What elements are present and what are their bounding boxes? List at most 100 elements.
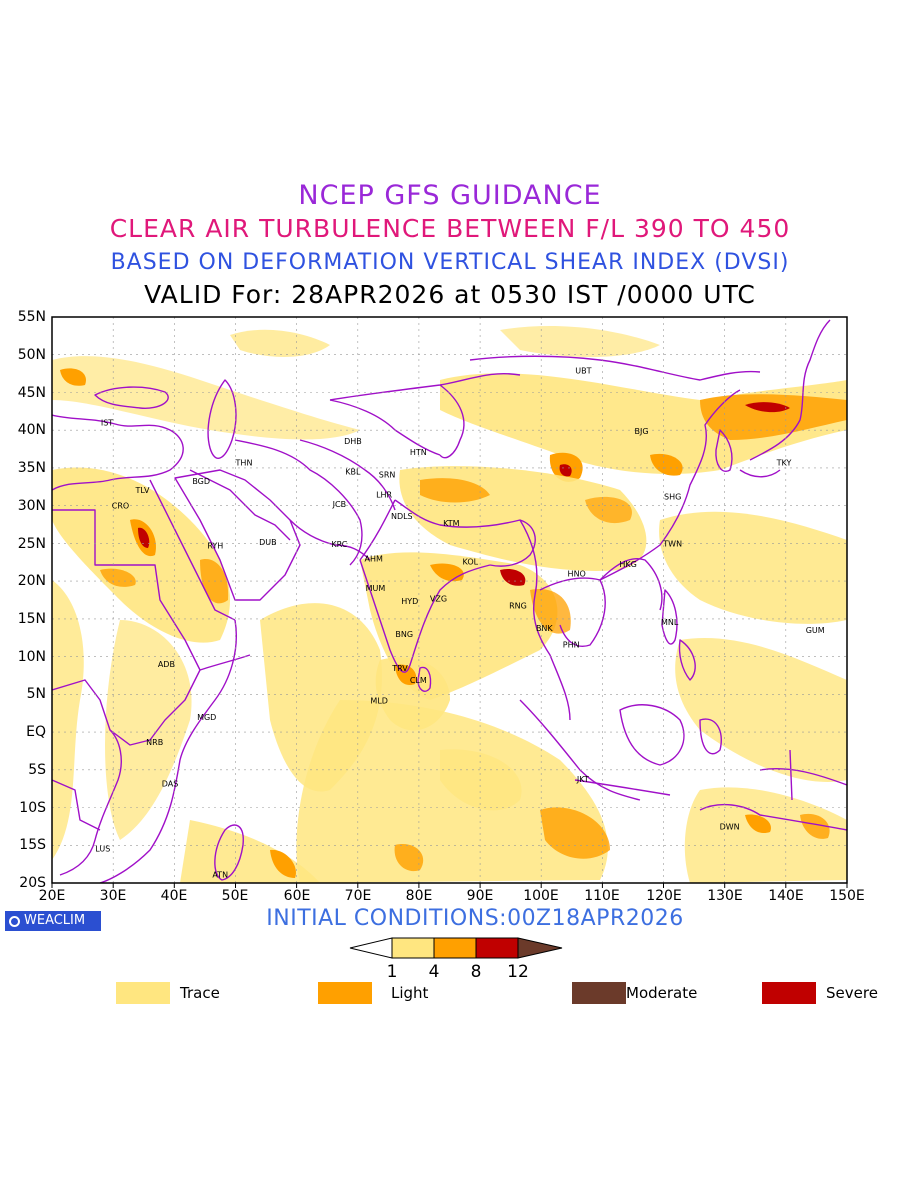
title-dvsi: BASED ON DEFORMATION VERTICAL SHEAR INDE… bbox=[110, 250, 790, 275]
city-label-tky: TKY bbox=[776, 459, 792, 468]
city-label-bng: BNG bbox=[395, 630, 413, 639]
city-label-shg: SHG bbox=[664, 493, 681, 502]
map-frame bbox=[51, 316, 848, 884]
city-label-adb: ADB bbox=[158, 660, 175, 669]
weaclim-badge[interactable]: WEACLIM bbox=[5, 911, 101, 931]
legend-swatch-severe bbox=[762, 982, 816, 1004]
city-label-rng: RNG bbox=[509, 601, 527, 610]
legend-swatch-light bbox=[318, 982, 372, 1004]
legend-label-moderate: Moderate bbox=[626, 984, 698, 1002]
city-label-phn: PHN bbox=[563, 641, 580, 650]
lat-label: 50N bbox=[17, 347, 46, 363]
lat-label: 10N bbox=[17, 649, 46, 665]
city-label-dub: DUB bbox=[259, 538, 277, 547]
city-label-das: DAS bbox=[162, 779, 179, 788]
city-label-lhr: LHR bbox=[376, 490, 392, 499]
lat-label: 40N bbox=[17, 422, 46, 438]
colorbar bbox=[349, 937, 563, 959]
city-label-kbl: KBL bbox=[345, 468, 361, 477]
lon-label: 60E bbox=[283, 888, 311, 904]
lat-label: 35N bbox=[17, 460, 46, 476]
lat-label: 25N bbox=[17, 536, 46, 552]
city-label-atn: ATN bbox=[212, 871, 228, 880]
lat-lon-grid bbox=[52, 317, 847, 883]
city-label-bgd: BGD bbox=[192, 477, 210, 486]
city-label-thn: THN bbox=[235, 459, 253, 468]
city-label-ahm: AHM bbox=[365, 555, 383, 564]
colorbar-light bbox=[433, 937, 477, 959]
lat-label: 5S bbox=[28, 762, 46, 778]
lon-label: 110E bbox=[584, 888, 620, 904]
lat-label: 20S bbox=[19, 875, 46, 891]
colorbar-tick: 8 bbox=[470, 962, 482, 982]
city-label-mgd: MGD bbox=[197, 713, 216, 722]
lon-label: 70E bbox=[344, 888, 372, 904]
legend-label-trace: Trace bbox=[180, 984, 220, 1002]
lon-label: 30E bbox=[99, 888, 127, 904]
city-labels: UBT BJG TKY SHG TWN HKG HNO MNL GUM BNK PHN RNG IST T… bbox=[95, 367, 824, 880]
legend-label-light: Light bbox=[391, 984, 429, 1002]
city-label-dhb: DHB bbox=[344, 437, 362, 446]
lat-label: 30N bbox=[17, 498, 46, 514]
city-label-bjg: BJG bbox=[634, 427, 648, 436]
lon-label: 20E bbox=[38, 888, 66, 904]
city-label-jcb: JCB bbox=[332, 500, 346, 509]
city-label-ktm: KTM bbox=[443, 519, 460, 528]
lat-label: 55N bbox=[17, 309, 46, 325]
badge-label: WEACLIM bbox=[24, 913, 86, 928]
title-valid-time: VALID For: 28APR2026 at 0530 IST /0000 U… bbox=[144, 280, 756, 309]
lat-label: 5N bbox=[26, 686, 46, 702]
lon-label: 40E bbox=[160, 888, 188, 904]
legend-swatch-moderate bbox=[572, 982, 626, 1004]
title-cat-levels: CLEAR AIR TURBULENCE BETWEEN F/L 390 TO … bbox=[109, 214, 791, 243]
city-label-gum: GUM bbox=[806, 626, 825, 635]
lon-label: 140E bbox=[768, 888, 804, 904]
lon-label: 120E bbox=[646, 888, 682, 904]
turbulence-map: UBT BJG TKY SHG TWN HKG HNO MNL GUM BNK PHN RNG IST T… bbox=[51, 316, 848, 888]
city-label-dwn: DWN bbox=[720, 822, 740, 831]
lon-label: 50E bbox=[221, 888, 249, 904]
colorbar-tick: 1 bbox=[386, 962, 398, 982]
country-boundaries bbox=[52, 319, 847, 883]
lon-label: 90E bbox=[466, 888, 494, 904]
city-label-htn: HTN bbox=[410, 448, 427, 457]
city-label-srn: SRN bbox=[379, 471, 396, 480]
lat-label: 20N bbox=[17, 573, 46, 589]
city-label-ndls: NDLS bbox=[391, 512, 413, 521]
city-label-nrb: NRB bbox=[146, 738, 163, 747]
lat-label: 15N bbox=[17, 611, 46, 627]
lat-label: 15S bbox=[19, 837, 46, 853]
lon-label: 150E bbox=[829, 888, 865, 904]
legend-swatch-trace bbox=[116, 982, 170, 1004]
lon-label: 80E bbox=[405, 888, 433, 904]
lon-label: 100E bbox=[523, 888, 559, 904]
city-label-ubt: UBT bbox=[575, 367, 591, 376]
city-label-twn: TWN bbox=[662, 539, 682, 548]
title-gfs-guidance: NCEP GFS GUIDANCE bbox=[298, 180, 602, 211]
city-label-tlv: TLV bbox=[135, 486, 150, 495]
city-label-clm: CLM bbox=[410, 676, 427, 685]
city-label-lus: LUS bbox=[95, 844, 110, 853]
city-label-kol: KOL bbox=[463, 558, 479, 567]
city-label-mum: MUM bbox=[366, 584, 386, 593]
city-label-ist: IST bbox=[101, 419, 113, 428]
city-label-vzg: VZG bbox=[430, 595, 447, 604]
city-label-krc: KRC bbox=[331, 540, 347, 549]
city-label-hno: HNO bbox=[568, 570, 586, 579]
city-label-jkt: JKT bbox=[576, 775, 589, 784]
city-label-hyd: HYD bbox=[401, 597, 418, 606]
lon-label: 130E bbox=[707, 888, 743, 904]
lat-label: 45N bbox=[17, 385, 46, 401]
colorbar-moderate bbox=[517, 937, 563, 959]
initial-conditions: INITIAL CONDITIONS:00Z18APR2026 bbox=[266, 906, 684, 931]
colorbar-tick: 4 bbox=[428, 962, 440, 982]
city-label-bnk: BNK bbox=[536, 624, 553, 633]
colorbar-tick: 12 bbox=[507, 962, 529, 982]
city-label-cro: CRO bbox=[112, 502, 129, 511]
city-label-hkg: HKG bbox=[619, 560, 636, 569]
colorbar-trace bbox=[391, 937, 435, 959]
city-label-trv: TRV bbox=[391, 664, 408, 673]
city-label-mnl: MNL bbox=[661, 618, 679, 627]
city-label-ryh: RYH bbox=[207, 542, 223, 551]
lat-label: EQ bbox=[26, 724, 46, 740]
